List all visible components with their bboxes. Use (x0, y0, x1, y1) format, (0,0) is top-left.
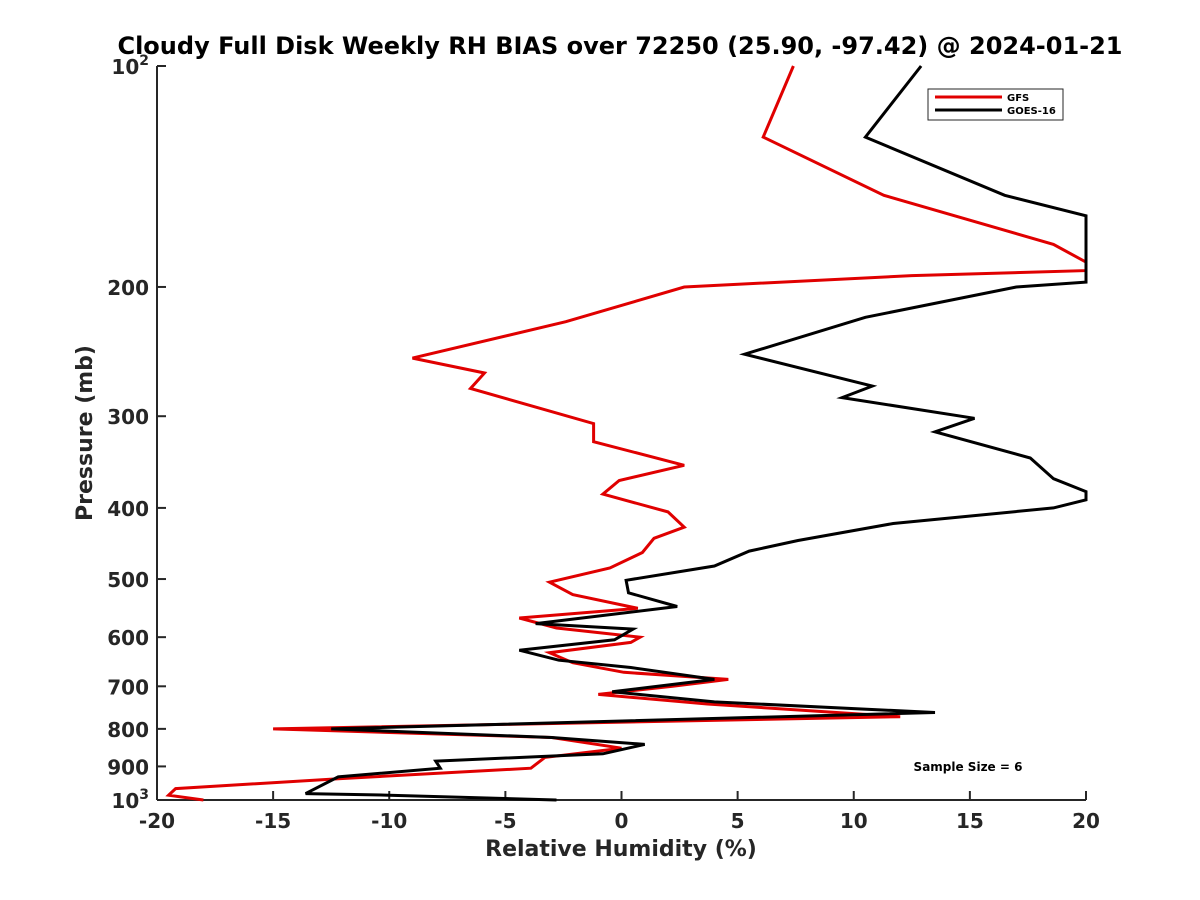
y-tick-label: 500 (107, 568, 149, 592)
legend-label-goes16: GOES-16 (1007, 106, 1056, 117)
x-tick-label: -10 (371, 809, 407, 833)
series-line-gfs (165, 65, 1088, 802)
y-tick-label: 400 (107, 497, 149, 521)
y-tick-label: 103 (111, 787, 149, 813)
y-ticks: 102 200 300 400 500 600 700 800 900 103 (107, 53, 166, 813)
y-tick-label: 700 (107, 675, 149, 699)
y-tick-label: 800 (107, 718, 149, 742)
y-tick-label: 300 (107, 405, 149, 429)
x-tick-label: -20 (139, 809, 175, 833)
y-tick-label: 900 (107, 755, 149, 779)
x-tick-label: 15 (956, 809, 984, 833)
x-tick-label: 10 (840, 809, 868, 833)
series-lines (165, 65, 1088, 802)
x-tick-label: -15 (255, 809, 291, 833)
y-tick-label: 200 (107, 276, 149, 300)
chart-title: Cloudy Full Disk Weekly RH BIAS over 722… (117, 32, 1122, 60)
x-tick-label: 20 (1072, 809, 1100, 833)
x-tick-label: 5 (731, 809, 745, 833)
legend-label-gfs: GFS (1007, 93, 1029, 104)
y-tick-label: 600 (107, 626, 149, 650)
legend: GFS GOES-16 (927, 88, 1064, 121)
x-ticks: -20 -15 -10 -5 0 5 10 15 20 (139, 791, 1100, 833)
y-tick-label: 102 (111, 53, 149, 79)
sample-size-annotation: Sample Size = 6 (914, 760, 1023, 774)
y-axis-label: Pressure (mb) (73, 345, 98, 521)
x-tick-label: 0 (615, 809, 629, 833)
series-line-goes16 (304, 65, 1088, 802)
x-axis-label: Relative Humidity (%) (485, 837, 757, 862)
legend-box (927, 88, 1064, 121)
x-tick-label: -5 (494, 809, 516, 833)
